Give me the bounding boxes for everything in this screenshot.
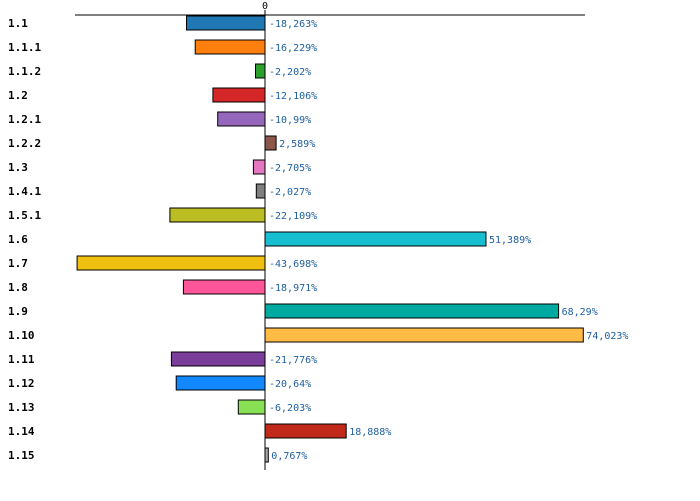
value-label: -43,698%: [269, 259, 317, 270]
value-label: -6,203%: [269, 403, 311, 414]
category-label: 1.2.2: [8, 137, 41, 150]
category-label: 1.15: [8, 449, 35, 462]
bar: [237, 399, 266, 415]
category-label: 1.14: [8, 425, 35, 438]
bar: [255, 63, 266, 79]
category-label: 1.4.1: [8, 185, 41, 198]
category-label: 1.2: [8, 89, 28, 102]
value-label: -10,99%: [269, 115, 311, 126]
bar: [186, 15, 266, 31]
value-label: 2,589%: [279, 139, 315, 150]
value-label: 74,023%: [586, 331, 628, 342]
bar: [255, 183, 266, 199]
bar: [264, 423, 347, 439]
category-label: 1.1.1: [8, 41, 41, 54]
value-label: -22,109%: [269, 211, 317, 222]
value-label: -2,202%: [269, 67, 311, 78]
value-label: -20,64%: [269, 379, 311, 390]
bar: [194, 39, 266, 55]
category-label: 1.13: [8, 401, 35, 414]
bar: [264, 327, 584, 343]
value-label: 68,29%: [562, 307, 598, 318]
bar: [170, 351, 266, 367]
value-label: 18,888%: [349, 427, 391, 438]
category-label: 1.2.1: [8, 113, 41, 126]
category-label: 1.1.2: [8, 65, 41, 78]
bar: [175, 375, 266, 391]
bar: [217, 111, 266, 127]
value-label: -18,971%: [269, 283, 317, 294]
bar: [182, 279, 266, 295]
category-label: 1.11: [8, 353, 35, 366]
category-label: 1.8: [8, 281, 28, 294]
value-label: 0,767%: [271, 451, 307, 462]
value-label: -16,229%: [269, 43, 317, 54]
bar: [76, 255, 266, 271]
category-label: 1.9: [8, 305, 28, 318]
category-label: 1.10: [8, 329, 35, 342]
value-label: 51,389%: [489, 235, 531, 246]
bar: [264, 303, 560, 319]
bar: [169, 207, 266, 223]
value-label: -18,263%: [269, 19, 317, 30]
value-label: -21,776%: [269, 355, 317, 366]
bar: [264, 231, 487, 247]
category-label: 1.5.1: [8, 209, 41, 222]
zero-tick-label: 0: [262, 1, 268, 12]
bar: [264, 135, 277, 151]
value-label: -12,106%: [269, 91, 317, 102]
value-label: -2,027%: [269, 187, 311, 198]
category-label: 1.7: [8, 257, 28, 270]
category-label: 1.3: [8, 161, 28, 174]
value-label: -2,705%: [269, 163, 311, 174]
bar: [252, 159, 266, 175]
category-label: 1.12: [8, 377, 35, 390]
category-label: 1.1: [8, 17, 28, 30]
category-label: 1.6: [8, 233, 28, 246]
bar: [212, 87, 266, 103]
